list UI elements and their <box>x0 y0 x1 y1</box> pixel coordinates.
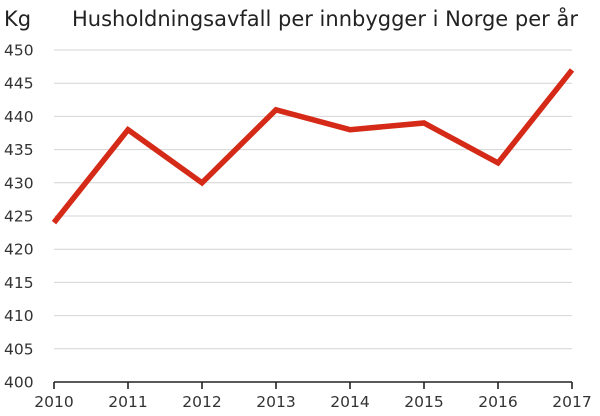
y-tick-label: 440 <box>4 108 34 126</box>
x-tick-label: 2013 <box>256 393 295 411</box>
y-tick-label: 430 <box>4 174 34 192</box>
y-tick-label: 425 <box>4 208 34 226</box>
y-tick-label: 400 <box>4 374 34 392</box>
y-tick-label: 450 <box>4 42 34 60</box>
chart-title: Husholdningsavfall per innbygger i Norge… <box>72 6 578 31</box>
y-tick-label: 445 <box>4 75 34 93</box>
series-layer <box>51 68 575 225</box>
x-tick-label: 2016 <box>478 393 517 411</box>
x-tick-label: 2017 <box>552 393 591 411</box>
y-tick-label: 415 <box>4 274 34 292</box>
y-tick-label: 405 <box>4 340 34 358</box>
x-tick-label: 2010 <box>34 393 73 411</box>
y-tick-label: 435 <box>4 141 34 159</box>
x-tick-label: 2014 <box>330 393 369 411</box>
y-tick-label: 410 <box>4 307 34 325</box>
series-line <box>51 68 575 225</box>
y-axis-ticks: 400 405 410 415 420 425 430 435 440 445 450 <box>4 42 34 392</box>
x-tick-label: 2015 <box>404 393 443 411</box>
x-tick-label: 2012 <box>182 393 221 411</box>
y-tick-label: 420 <box>4 241 34 259</box>
x-tick-label: 2011 <box>108 393 147 411</box>
gridlines <box>54 49 572 350</box>
x-axis-ticks: 2010 2011 2012 2013 2014 2015 2016 2017 <box>34 382 592 411</box>
y-axis-unit-label: Kg <box>4 7 31 31</box>
